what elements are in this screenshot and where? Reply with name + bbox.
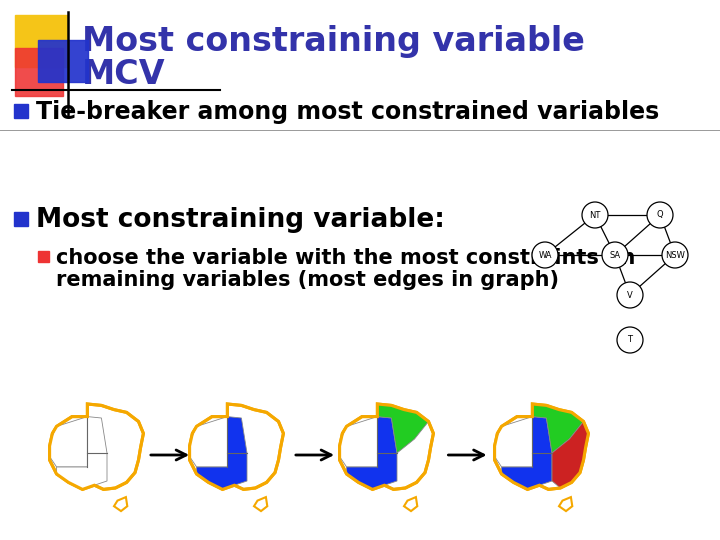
Polygon shape bbox=[114, 497, 127, 511]
Polygon shape bbox=[254, 497, 267, 511]
Text: choose the variable with the most constraints on: choose the variable with the most constr… bbox=[56, 248, 635, 268]
Text: MCV: MCV bbox=[82, 58, 166, 91]
Text: NT: NT bbox=[589, 211, 600, 219]
Bar bbox=[15, 48, 63, 96]
Polygon shape bbox=[502, 416, 552, 489]
Polygon shape bbox=[495, 404, 588, 489]
Polygon shape bbox=[377, 404, 428, 453]
Text: V: V bbox=[627, 291, 633, 300]
Bar bbox=[14, 212, 28, 226]
Polygon shape bbox=[189, 404, 284, 489]
Polygon shape bbox=[197, 416, 247, 489]
Polygon shape bbox=[340, 404, 433, 489]
Text: Tie-breaker among most constrained variables: Tie-breaker among most constrained varia… bbox=[36, 100, 660, 124]
Circle shape bbox=[617, 327, 643, 353]
Polygon shape bbox=[552, 422, 588, 488]
Polygon shape bbox=[340, 416, 377, 467]
Circle shape bbox=[532, 242, 558, 268]
Bar bbox=[14, 104, 28, 118]
Circle shape bbox=[617, 282, 643, 308]
Polygon shape bbox=[559, 497, 572, 511]
Polygon shape bbox=[495, 416, 532, 467]
Text: WA: WA bbox=[539, 251, 552, 260]
Circle shape bbox=[662, 242, 688, 268]
Polygon shape bbox=[346, 416, 397, 489]
Text: T: T bbox=[628, 335, 632, 345]
Polygon shape bbox=[50, 416, 87, 467]
Circle shape bbox=[647, 202, 673, 228]
Text: SA: SA bbox=[609, 251, 621, 260]
Text: remaining variables (most edges in graph): remaining variables (most edges in graph… bbox=[56, 270, 559, 290]
Polygon shape bbox=[189, 416, 228, 467]
Circle shape bbox=[582, 202, 608, 228]
Text: NSW: NSW bbox=[665, 251, 685, 260]
Polygon shape bbox=[57, 416, 107, 489]
Text: Q: Q bbox=[657, 211, 663, 219]
Bar bbox=[15, 15, 67, 67]
Polygon shape bbox=[532, 404, 583, 453]
Bar bbox=[38, 251, 49, 262]
Text: Most constraining variable:: Most constraining variable: bbox=[36, 207, 445, 233]
Polygon shape bbox=[50, 404, 143, 489]
Circle shape bbox=[602, 242, 628, 268]
Bar bbox=[38, 40, 88, 82]
Polygon shape bbox=[404, 497, 418, 511]
Text: Most constraining variable: Most constraining variable bbox=[82, 25, 585, 58]
